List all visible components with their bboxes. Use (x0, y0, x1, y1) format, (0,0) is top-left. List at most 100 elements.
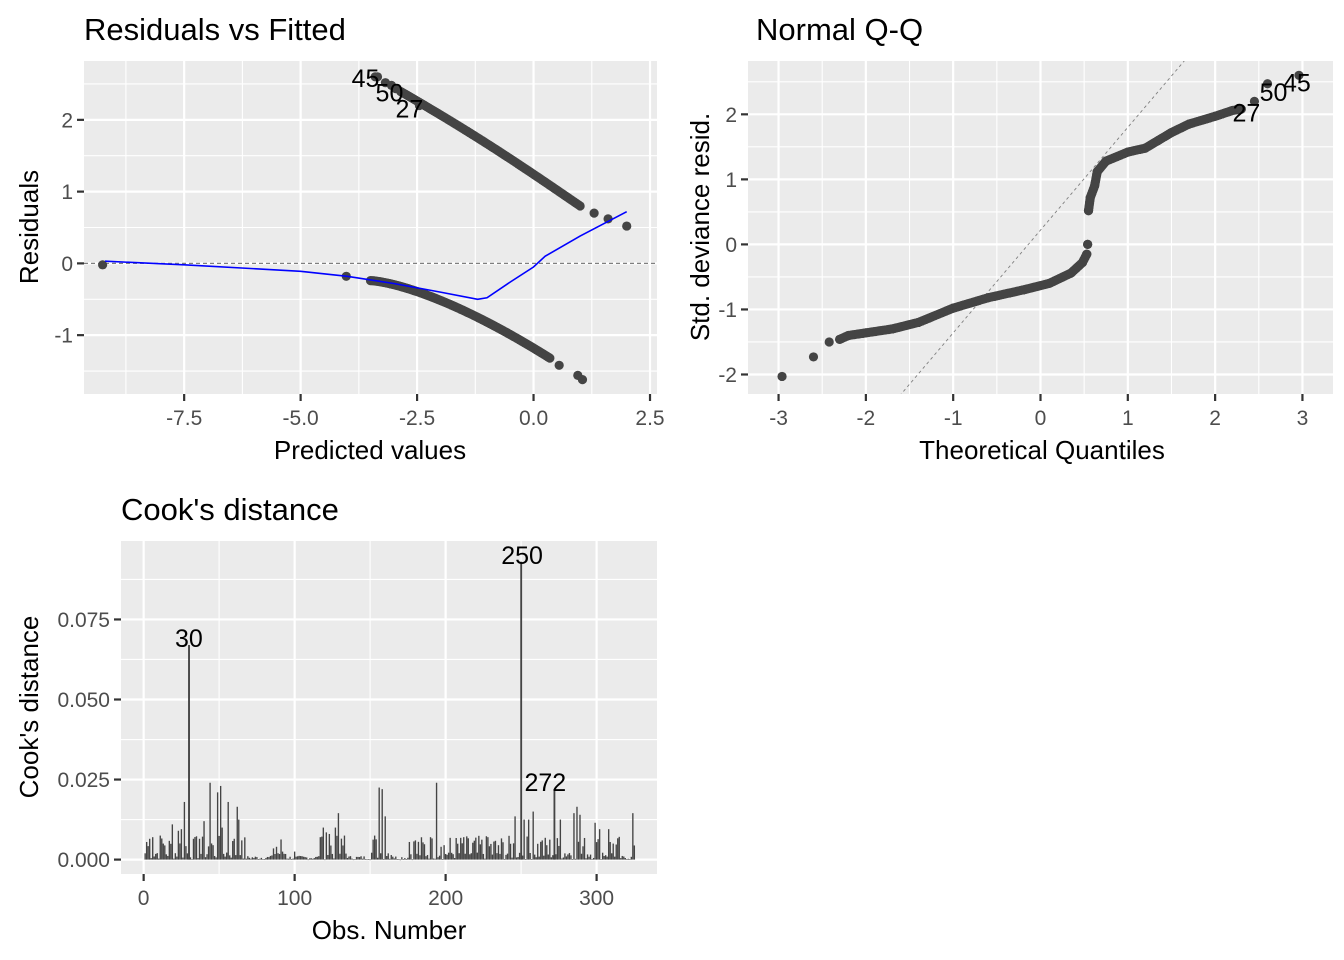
cooks-labeled-bar (188, 645, 190, 860)
residuals-point (545, 353, 555, 363)
cooks-bar (493, 841, 495, 860)
residuals-vs-fitted-xtick-label: 2.5 (635, 407, 664, 430)
residuals-point-label: 27 (396, 95, 424, 123)
cooks-bar (197, 858, 199, 860)
cooks-bar (453, 858, 456, 860)
cooks-bar (265, 858, 267, 860)
cooks-bar (410, 854, 412, 860)
cooks-distance-xtick-label: 100 (277, 887, 312, 910)
cooks-bar (452, 854, 454, 860)
cooks-bar (150, 858, 152, 860)
residuals-point (554, 360, 564, 370)
cooks-bar (376, 857, 379, 860)
cooks-bar (236, 806, 238, 860)
residuals-point (98, 260, 108, 270)
cooks-bar (295, 856, 297, 860)
cooks-bar (284, 853, 287, 860)
cooks-bar (503, 858, 506, 860)
cooks-bar (155, 853, 157, 860)
cooks-distance-ytick-label: 0.025 (57, 769, 110, 792)
cooks-bar (629, 859, 631, 860)
residuals-point-label: 45 (352, 65, 380, 93)
residuals-point (577, 375, 588, 385)
cooks-bar (271, 855, 273, 860)
cooks-bar (488, 846, 491, 860)
cooks-bar (577, 841, 580, 860)
cooks-bar (262, 859, 264, 860)
cooks-bar (287, 858, 290, 860)
cooks-bar (514, 816, 516, 860)
cooks-bar (608, 829, 610, 860)
cooks-bar (229, 855, 231, 860)
cooks-bar (322, 827, 325, 860)
cooks-bar (585, 858, 587, 860)
cooks-bar (574, 858, 577, 860)
cooks-bar (396, 859, 398, 860)
residuals-point (603, 214, 613, 224)
cooks-bar (537, 843, 539, 860)
cooks-bar (482, 853, 485, 860)
cooks-bar (315, 856, 317, 860)
cooks-bar (432, 858, 435, 860)
qq-point (1082, 249, 1092, 259)
cooks-bar (180, 829, 183, 860)
cooks-bar (441, 859, 444, 860)
normal-qq-xtick-label: -2 (857, 407, 876, 430)
cooks-bar (443, 845, 445, 860)
normal-qq-ytick-label: 0 (725, 234, 737, 257)
cooks-bar (568, 853, 571, 860)
cooks-bar (458, 853, 460, 860)
cooks-bar (324, 859, 326, 861)
cooks-bar (210, 843, 213, 860)
normal-qq-ylabel: Std. deviance resid. (685, 113, 715, 341)
normal-qq-xlabel: Theoretical Quantiles (919, 435, 1165, 465)
cooks-bar (168, 840, 170, 860)
cooks-bar (476, 852, 479, 860)
cooks-bar (203, 821, 205, 860)
cooks-bar (303, 856, 305, 860)
cooks-bar (491, 854, 494, 860)
residuals-labeled-point (386, 80, 397, 91)
cooks-bar (222, 853, 225, 860)
cooks-bar (248, 857, 251, 860)
cooks-bar (239, 855, 241, 860)
cooks-bar (281, 851, 284, 860)
cooks-bar (191, 858, 193, 860)
cooks-bar (425, 856, 427, 860)
cooks-bar (209, 782, 211, 860)
cooks-distance-xtick-label: 0 (138, 887, 150, 910)
residuals-points-layer (84, 72, 657, 385)
cooks-bar (256, 857, 258, 860)
cooks-bar (580, 853, 583, 860)
cooks-bar (272, 848, 275, 860)
cooks-bar (232, 841, 234, 860)
cooks-bar (609, 842, 611, 860)
residuals-vs-fitted-ytick-label: 1 (61, 181, 73, 204)
cooks-bar (156, 853, 158, 860)
cooks-bar (481, 839, 483, 860)
cooks-bar (339, 853, 341, 860)
cooks-bar (145, 841, 148, 860)
cooks-bar (340, 838, 343, 860)
cooks-bar (194, 837, 196, 860)
cooks-bar (518, 852, 521, 860)
cooks-bar (470, 853, 472, 860)
cooks-bar (586, 854, 589, 860)
cooks-bar (218, 835, 220, 860)
cooks-bar (405, 859, 408, 860)
cooks-bar (524, 859, 527, 860)
cooks-bar (402, 859, 405, 860)
cooks-bar (286, 858, 288, 860)
cooks-bar (398, 858, 400, 860)
cooks-bar (538, 856, 540, 860)
cooks-bar (170, 843, 172, 860)
cooks-bar (561, 858, 563, 860)
cooks-bar (455, 838, 457, 860)
qq-point-label: 50 (1260, 79, 1288, 107)
cooks-bar (254, 856, 257, 860)
cooks-bar (526, 836, 528, 860)
cooks-bar (420, 837, 423, 860)
cooks-bar (496, 853, 498, 860)
